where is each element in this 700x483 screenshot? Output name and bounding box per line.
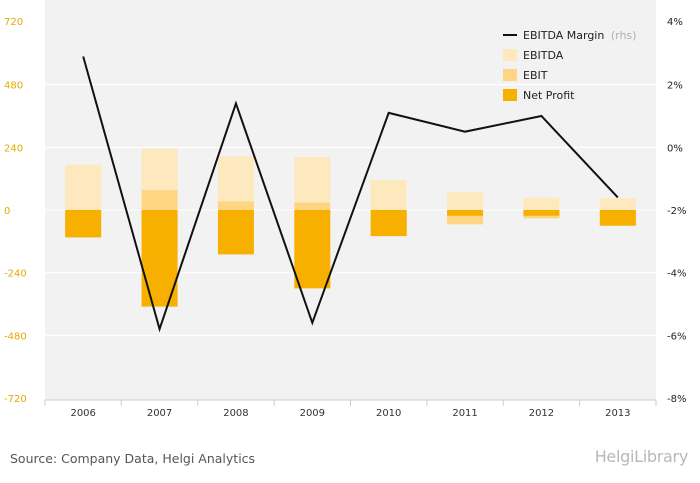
helgi-library-logo: HelgiLibrary: [594, 447, 689, 466]
left-tick-label: 480: [4, 81, 23, 92]
legend-label-ebitda: EBITDA: [523, 49, 564, 62]
bar-ebit-2007: [141, 190, 178, 210]
bar-ebitda-2006: [65, 164, 102, 210]
margin-line: [82, 56, 619, 333]
right-tick-label: -8%: [667, 394, 686, 405]
legend-label-ebitda-margin: EBITDA Margin (rhs): [523, 29, 636, 42]
left-tick-label: 0: [4, 206, 10, 217]
left-tick-label: -720: [4, 394, 27, 405]
legend-swatch-net-profit: [503, 89, 517, 101]
left-tick-label: 720: [4, 17, 23, 28]
x-tick-label: 2006: [70, 408, 95, 419]
bar-ebitda-2013: [599, 198, 636, 210]
right-tick-label: -4%: [667, 269, 686, 280]
logo-main-text: Helgi: [594, 447, 635, 466]
bar-ebitda-2009: [294, 156, 331, 210]
left-tick-label: -480: [4, 331, 27, 342]
plot-background: [45, 0, 656, 400]
right-tick-label: -2%: [667, 206, 686, 217]
bars: [65, 148, 636, 307]
bar-ebitda-2012: [523, 197, 560, 210]
bar-ebit-2008: [217, 201, 254, 210]
x-tick-label: 2007: [147, 408, 172, 419]
x-axis: 2006 2007 2008 2009 2010 2011 2012 2013: [44, 399, 657, 419]
right-tick-label: 0%: [667, 143, 683, 154]
left-tick-label: 240: [4, 143, 23, 154]
right-tick-label: -6%: [667, 331, 686, 342]
legend: EBITDA Margin (rhs) EBITDA EBIT Net Prof…: [503, 29, 636, 102]
x-tick-label: 2011: [452, 408, 477, 419]
legend-swatch-ebitda: [503, 49, 517, 61]
bar-ebit-2009: [294, 202, 331, 210]
x-tick-label: 2010: [376, 408, 401, 419]
logo-second-text: Library: [634, 447, 688, 466]
source-note: Source: Company Data, Helgi Analytics: [10, 451, 256, 466]
x-tick-label: 2013: [605, 408, 630, 419]
right-tick-label: 4%: [667, 17, 683, 28]
x-tick-label: 2009: [300, 408, 325, 419]
right-tick-label: 2%: [667, 81, 683, 92]
x-tick-label: 2008: [223, 408, 248, 419]
bar-net-profit-2012: [523, 210, 560, 216]
right-axis: 4% 2% 0% -2% -4% -6% -8%: [667, 17, 686, 405]
bar-ebitda-2008: [217, 156, 254, 210]
legend-swatch-ebit: [503, 69, 517, 81]
bar-net-profit-2011: [447, 210, 484, 216]
bar-net-profit-2008: [217, 210, 254, 255]
bar-net-profit-2009: [294, 210, 331, 289]
legend-label-ebit: EBIT: [523, 69, 548, 82]
bar-ebitda-2011: [447, 192, 484, 210]
left-axis: 720 480 240 0 -240 -480 -720: [4, 17, 27, 405]
bar-net-profit-2010: [370, 210, 407, 237]
chart: 720 480 240 0 -240 -480 -720 4% 2% 0% -2% -4% -6% -8…: [4, 0, 686, 419]
ebitda-margin-line: [82, 56, 619, 333]
bar-net-profit-2006: [65, 210, 102, 238]
x-tick-label: 2012: [529, 408, 554, 419]
left-tick-label: -240: [4, 269, 27, 280]
bar-net-profit-2013: [599, 210, 636, 226]
bar-ebitda-2010: [370, 179, 407, 210]
legend-label-net-profit: Net Profit: [523, 89, 575, 102]
